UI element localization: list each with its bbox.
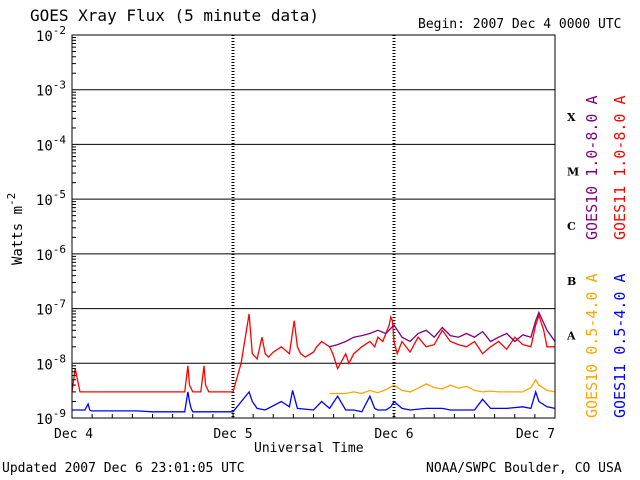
- x-axis: Dec 4 Dec 5 Dec 6 Dec 7: [54, 414, 556, 442]
- legend-entry: GOES10 1.0-8.0 A: [583, 96, 601, 241]
- chart-series: [71, 310, 556, 413]
- y-tick-label: 10-3: [36, 79, 66, 100]
- y-axis: 10-9 10-8 10-7 10-6 10-5 10-4 10-3 10-2: [36, 24, 76, 428]
- y-tick-label: 10-5: [36, 188, 66, 209]
- series-line: [329, 310, 556, 348]
- flare-class-label: C: [567, 220, 576, 233]
- legend-entry: GOES10 0.5-4.0 A: [583, 274, 601, 419]
- flare-class-label: A: [566, 330, 576, 343]
- y-axis-label: Watts m-2: [5, 193, 26, 265]
- chart-title: GOES Xray Flux (5 minute data): [30, 6, 319, 25]
- legend-entry: GOES11 1.0-8.0 A: [611, 96, 629, 241]
- y-axis-title: Watts m-2: [5, 193, 26, 265]
- flare-class-labels: X M C B A: [566, 111, 579, 343]
- updated-timestamp: Updated 2007 Dec 6 23:01:05 UTC: [2, 461, 245, 476]
- flare-class-label: X: [567, 111, 576, 124]
- plot-frame: [71, 34, 556, 419]
- series-line: [72, 389, 556, 413]
- x-tick-label: Dec 4: [54, 427, 93, 442]
- begin-time: Begin: 2007 Dec 4 0000 UTC: [418, 17, 622, 32]
- legend-entry: GOES11 0.5-4.0 A: [611, 274, 629, 419]
- flare-class-label: M: [567, 166, 579, 179]
- series-line: [329, 378, 556, 395]
- credit-line: NOAA/SWPC Boulder, CO USA: [426, 461, 622, 476]
- x-tick-label: Dec 5: [213, 427, 252, 442]
- y-tick-label: 10-8: [36, 352, 66, 373]
- x-axis-label: Universal Time: [254, 441, 364, 456]
- y-tick-label: 10-9: [36, 407, 66, 428]
- y-tick-label: 10-7: [36, 298, 66, 319]
- legend: GOES10 1.0-8.0 A GOES11 1.0-8.0 A GOES10 0…: [583, 96, 629, 419]
- y-tick-label: 10-6: [36, 243, 66, 264]
- flare-class-label: B: [567, 275, 576, 288]
- x-tick-label: Dec 7: [516, 427, 555, 442]
- x-tick-label: Dec 6: [374, 427, 413, 442]
- series-line: [71, 313, 555, 393]
- chart-grid: [72, 35, 555, 418]
- y-tick-label: 10-2: [36, 24, 66, 45]
- y-tick-label: 10-4: [36, 133, 66, 154]
